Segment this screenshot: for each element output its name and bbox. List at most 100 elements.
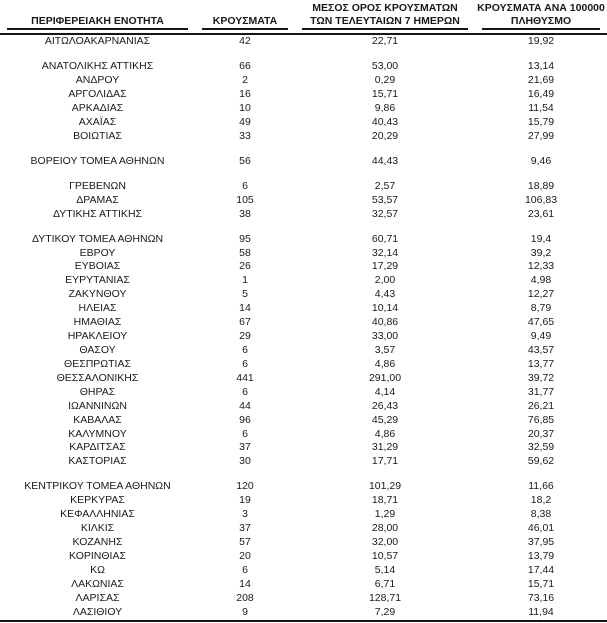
cases-cell: 30 [239, 455, 251, 468]
avg-7d-cell: 9,86 [374, 102, 396, 115]
cases-cell: 44 [239, 399, 251, 412]
cases-cell: 33 [239, 129, 251, 142]
per-100k-cell: 39,72 [527, 371, 555, 384]
group-gap [0, 168, 607, 179]
cases-cell: 105 [236, 193, 254, 206]
per-100k-cell: 9,49 [530, 330, 552, 343]
header-divider [0, 33, 607, 35]
table-row: ΙΩΑΝΝΙΝΩΝ 44 26,43 26,21 [0, 399, 607, 413]
avg-7d-cell: 53,00 [371, 60, 399, 73]
per-100k-cell: 11,94 [528, 605, 554, 618]
per-100k-cell: 26,21 [527, 399, 555, 412]
region-cell: ΗΛΕΙΑΣ [78, 302, 117, 315]
avg-7d-cell: 101,29 [368, 480, 402, 493]
cases-cell: 441 [236, 371, 254, 384]
avg-7d-cell: 22,71 [371, 35, 399, 48]
cases-cell: 5 [242, 288, 248, 301]
cases-cell: 14 [239, 302, 251, 315]
region-cell: ΚΙΛΚΙΣ [80, 522, 115, 535]
region-cell: ΚΕΡΚΥΡΑΣ [70, 494, 125, 507]
cases-cell: 37 [239, 522, 251, 535]
per-100k-cell: 46,01 [527, 522, 555, 535]
group-gap [0, 469, 607, 480]
cases-cell: 57 [239, 535, 251, 548]
avg-7d-cell: 44,43 [371, 154, 399, 167]
avg-7d-cell: 4,43 [374, 288, 396, 301]
region-cell: ΚΟΖΑΝΗΣ [72, 535, 123, 548]
avg-7d-cell: 17,71 [371, 455, 399, 468]
table-row: ΚΑΒΑΛΑΣ 96 45,29 76,85 [0, 413, 607, 427]
table-row: ΚΑΡΔΙΤΣΑΣ 37 31,29 32,59 [0, 441, 607, 455]
avg-7d-cell: 17,29 [371, 260, 399, 273]
avg-7d-cell: 4,86 [374, 357, 396, 370]
table-row: ΚΕΝΤΡΙΚΟΥ ΤΟΜΕΑ ΑΘΗΝΩΝ 120 101,29 11,66 [0, 480, 607, 494]
region-cell: ΓΡΕΒΕΝΩΝ [69, 179, 126, 192]
table-row: ΚΙΛΚΙΣ 37 28,00 46,01 [0, 522, 607, 536]
table-row: ΑΙΤΩΛΟΑΚΑΡΝΑΝΙΑΣ 42 22,71 19,92 [0, 35, 607, 49]
table-header-row: ΠΕΡΙΦΕΡΕΙΑΚΗ ΕΝΟΤΗΤΑ ΚΡΟΥΣΜΑΤΑ ΜΕΣΟΣ ΟΡΟ… [0, 2, 607, 30]
per-100k-cell: 11,66 [528, 480, 554, 493]
cases-cell: 14 [239, 577, 251, 590]
table-row: ΛΑΚΩΝΙΑΣ 14 6,71 15,71 [0, 577, 607, 591]
table-row: ΛΑΣΙΘΙΟΥ 9 7,29 11,94 [0, 605, 607, 619]
per-100k-cell: 47,65 [527, 316, 555, 329]
cases-cell: 6 [242, 357, 248, 370]
per-100k-cell: 43,57 [527, 343, 555, 356]
per-100k-cell: 32,59 [527, 441, 555, 454]
region-cell: ΗΡΑΚΛΕΙΟΥ [67, 330, 128, 343]
table-row: ΚΟΖΑΝΗΣ 57 32,00 37,95 [0, 536, 607, 550]
cases-cell: 1 [242, 274, 248, 287]
cases-cell: 56 [239, 154, 251, 167]
table-row: ΚΕΦΑΛΛΗΝΙΑΣ 3 1,29 8,38 [0, 508, 607, 522]
region-cell: ΛΑΚΩΝΙΑΣ [71, 577, 124, 590]
table-body: ΑΙΤΩΛΟΑΚΑΡΝΑΝΙΑΣ 42 22,71 19,92 ΑΝΑΤΟΛΙΚΗΣ Α… [0, 35, 607, 619]
col-header-cases-line2: ΚΡΟΥΣΜΑΤΑ [212, 14, 278, 27]
col-header-cases: ΚΡΟΥΣΜΑΤΑ [202, 4, 288, 30]
region-cell: ΑΡΓΟΛΙΔΑΣ [68, 88, 127, 101]
per-100k-cell: 23,61 [527, 207, 555, 220]
table-row: ΘΑΣΟΥ 6 3,57 43,57 [0, 344, 607, 358]
cases-cell: 29 [239, 330, 251, 343]
cases-cell: 38 [239, 207, 251, 220]
table-row: ΚΟΡΙΝΘΙΑΣ 20 10,57 13,79 [0, 549, 607, 563]
region-cell: ΚΑΛΥΜΝΟΥ [68, 427, 127, 440]
region-cell: ΛΑΡΙΣΑΣ [75, 591, 120, 604]
table-row: ΔΥΤΙΚΗΣ ΑΤΤΙΚΗΣ 38 32,57 23,61 [0, 207, 607, 221]
col-header-per-100k-line1: ΚΡΟΥΣΜΑΤΑ ΑΝΑ 100000 [477, 2, 605, 14]
per-100k-cell: 18,2 [530, 494, 552, 507]
avg-7d-cell: 32,00 [371, 535, 399, 548]
per-100k-cell: 16,49 [527, 88, 555, 101]
table-row: ΑΝΑΤΟΛΙΚΗΣ ΑΤΤΙΚΗΣ 66 53,00 13,14 [0, 60, 607, 74]
region-cell: ΑΡΚΑΔΙΑΣ [71, 102, 124, 115]
table-row: ΘΕΣΣΑΛΟΝΙΚΗΣ 441 291,00 39,72 [0, 371, 607, 385]
avg-7d-cell: 40,86 [371, 316, 399, 329]
table-row: ΓΡΕΒΕΝΩΝ 6 2,57 18,89 [0, 179, 607, 193]
region-cell: ΘΕΣΣΑΛΟΝΙΚΗΣ [56, 371, 139, 384]
cases-cell: 3 [242, 508, 248, 521]
per-100k-cell: 12,33 [527, 260, 555, 273]
per-100k-cell: 19,4 [530, 232, 552, 245]
avg-7d-cell: 6,71 [374, 577, 396, 590]
avg-7d-cell: 40,43 [371, 116, 399, 129]
table-row: ΖΑΚΥΝΘΟΥ 5 4,43 12,27 [0, 288, 607, 302]
col-header-region: ΠΕΡΙΦΕΡΕΙΑΚΗ ΕΝΟΤΗΤΑ [7, 4, 188, 30]
col-header-region-line2: ΠΕΡΙΦΕΡΕΙΑΚΗ ΕΝΟΤΗΤΑ [31, 14, 164, 27]
cases-cell: 6 [242, 427, 248, 440]
region-cell: ΘΑΣΟΥ [79, 343, 116, 356]
cases-cell: 6 [242, 385, 248, 398]
avg-7d-cell: 33,00 [371, 330, 399, 343]
col-header-avg-7d-line2: ΤΩΝ ΤΕΛΕΥΤΑΙΩΝ 7 ΗΜΕΡΩΝ [310, 14, 460, 27]
cases-cell: 42 [239, 35, 251, 48]
col-header-avg-7d-line1: ΜΕΣΟΣ ΟΡΟΣ ΚΡΟΥΣΜΑΤΩΝ [312, 2, 458, 14]
cases-cell: 66 [239, 60, 251, 73]
region-cell: ΚΟΡΙΝΘΙΑΣ [69, 549, 126, 562]
avg-7d-cell: 128,71 [368, 591, 402, 604]
cases-cell: 20 [239, 549, 251, 562]
per-100k-cell: 8,79 [530, 302, 552, 315]
region-cell: ΔΥΤΙΚΟΥ ΤΟΜΕΑ ΑΘΗΝΩΝ [31, 232, 164, 245]
avg-7d-cell: 5,14 [374, 563, 396, 576]
cases-cell: 96 [239, 413, 251, 426]
table-row: ΗΡΑΚΛΕΙΟΥ 29 33,00 9,49 [0, 330, 607, 344]
table-row: ΕΒΡΟΥ 58 32,14 39,2 [0, 246, 607, 260]
region-cell: ΑΧΑΪΑΣ [78, 116, 117, 129]
